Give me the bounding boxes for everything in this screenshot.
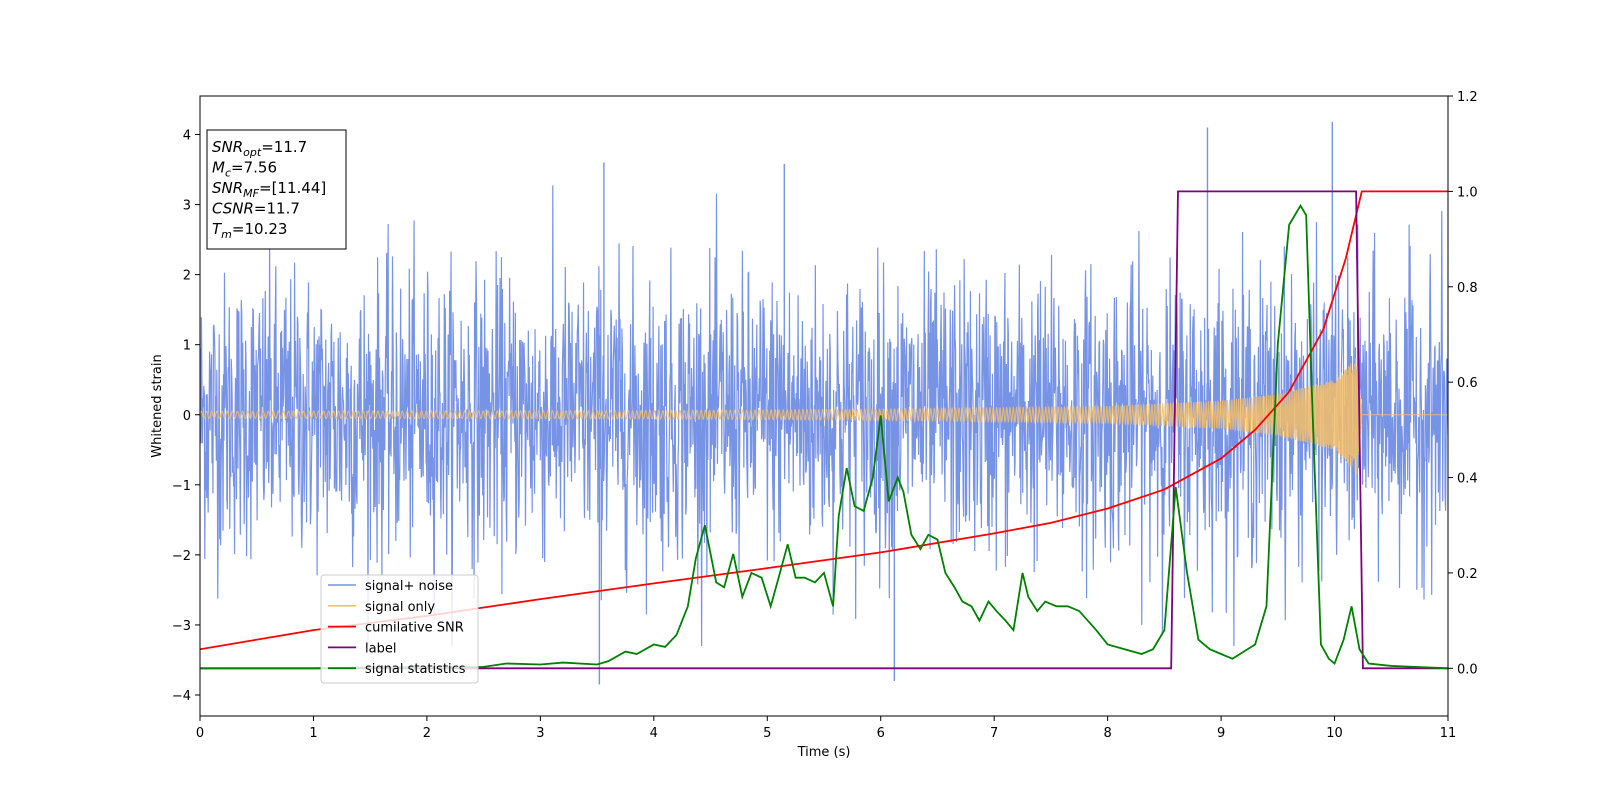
x-axis-label: Time (s) [797, 745, 851, 760]
x-tick-label: 6 [877, 726, 885, 741]
info-box-line: SNRopt=11.7 [212, 138, 307, 159]
info-symbol: SNR [212, 179, 243, 197]
info-symbol: T [212, 220, 223, 238]
x-tick-label: 9 [1217, 726, 1225, 741]
x-tick-label: 1 [309, 726, 317, 741]
y-axis-label: Whitened strain [150, 354, 165, 457]
signal-only-line [200, 358, 1448, 474]
legend: signal+ noise signal only cumilative SNR la… [320, 574, 479, 684]
x-tick-label: 8 [1103, 726, 1111, 741]
y-left-tick-label: 3 [183, 199, 191, 214]
y-left-tick-label: −3 [172, 619, 191, 634]
signal-layer [200, 358, 1448, 474]
right-axis-lines [200, 190, 1448, 670]
y-right-tick-label: 0.2 [1457, 567, 1478, 582]
x-tick-label: 11 [1440, 726, 1457, 741]
x-tick-label: 7 [990, 726, 998, 741]
y-right-tick-label: 0.6 [1457, 376, 1478, 391]
y-right-tick-label: 1.2 [1457, 90, 1478, 105]
y-right-tick-label: 0.8 [1457, 281, 1478, 296]
y-left-tick-label: −4 [172, 689, 191, 704]
legend-label: signal only [365, 600, 435, 615]
cumilative-snr-line [200, 190, 1448, 651]
x-tick-label: 10 [1326, 726, 1343, 741]
legend-frame [320, 574, 479, 684]
info-symbol: CSNR [212, 200, 254, 218]
y-left-tick-label: 1 [183, 339, 191, 354]
x-tick-label: 2 [423, 726, 431, 741]
noise-layer [200, 121, 1448, 685]
x-tick-label: 3 [536, 726, 544, 741]
legend-label: cumilative SNR [365, 621, 464, 636]
info-box-line: Tm=10.23 [212, 220, 287, 241]
plot-frame [199, 95, 1449, 717]
legend-label: signal+ noise [365, 579, 453, 594]
y-left-tick-label: −2 [172, 549, 191, 564]
info-box-line: SNRMF=[11.44] [212, 179, 326, 200]
label-line [200, 190, 1448, 670]
info-subscript: MF [243, 187, 259, 200]
info-value: =10.23 [232, 220, 288, 238]
axes: 0 1 2 3 4 5 6 7 8 9 10 11 −4 −3 −2 −1 0 1 2 3 4 0.0 0.2 0.4 0.6 0… [150, 90, 1478, 760]
y-right-tick-label: 0.4 [1457, 472, 1478, 487]
y-left-tick-label: 0 [183, 409, 191, 424]
info-subscript: m [221, 228, 232, 241]
legend-label: label [365, 641, 396, 656]
legend-label: signal statistics [365, 662, 466, 677]
info-subscript: c [225, 167, 231, 180]
y-left-tick-label: 2 [183, 269, 191, 284]
info-box: SNRopt=11.7Mc=7.56SNRMF=[11.44]CSNR=11.7… [206, 129, 347, 250]
x-tick-label: 4 [650, 726, 658, 741]
info-subscript: opt [243, 146, 262, 159]
info-box-line: CSNR=11.7 [212, 200, 300, 218]
signal-statistics-line [200, 203, 1448, 670]
info-symbol: M [212, 159, 225, 177]
info-value: =11.7 [261, 138, 307, 156]
info-box-line: Mc=7.56 [212, 159, 277, 180]
y-right-tick-label: 1.0 [1457, 185, 1478, 200]
y-left-tick-label: −1 [172, 479, 191, 494]
info-value: =7.56 [231, 159, 277, 177]
signal-plus-noise-line [200, 185, 1448, 646]
info-value: =[11.44] [259, 179, 326, 197]
x-tick-label: 5 [763, 726, 771, 741]
x-tick-label: 0 [196, 726, 204, 741]
y-right-tick-label: 0.0 [1457, 662, 1478, 677]
info-box-frame [206, 129, 347, 250]
info-symbol: SNR [212, 138, 243, 156]
info-value: =11.7 [254, 200, 300, 218]
y-left-tick-label: 4 [183, 129, 191, 144]
